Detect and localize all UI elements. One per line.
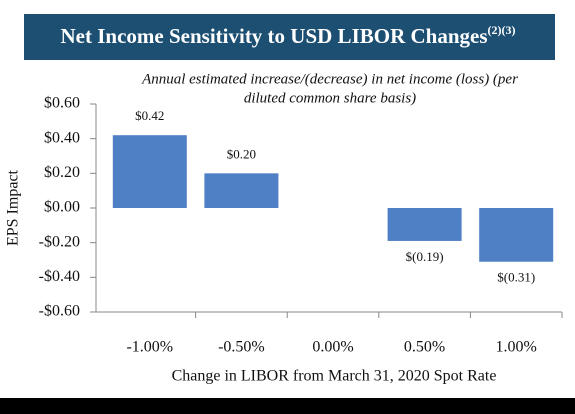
subtitle: Annual estimated increase/(decrease) in … <box>141 71 518 87</box>
title-note: (2)(3) <box>488 23 516 37</box>
x-tick-label: -0.50% <box>218 339 265 356</box>
x-tick-label: -1.00% <box>126 339 173 356</box>
y-axis-label: EPS Impact <box>5 169 22 246</box>
y-tick-label: $0.60 <box>44 95 80 112</box>
bottom-strip <box>0 398 575 414</box>
subtitle: diluted common share basis) <box>244 90 416 106</box>
y-tick-label: $0.40 <box>44 129 80 146</box>
value-label: $0.20 <box>227 146 256 161</box>
bar <box>387 208 462 241</box>
y-tick-label: -$0.40 <box>39 268 80 285</box>
y-tick-label: -$0.20 <box>39 233 80 250</box>
value-label: $(0.31) <box>497 270 535 285</box>
x-tick-label: 0.00% <box>312 339 353 356</box>
title-text: Net Income Sensitivity to USD LIBOR Chan… <box>61 24 488 48</box>
x-tick-label: 1.00% <box>496 339 537 356</box>
value-label: $(0.19) <box>406 249 444 264</box>
title-banner <box>24 14 555 60</box>
x-axis-label: Change in LIBOR from March 31, 2020 Spot… <box>172 368 497 385</box>
y-tick-label: $0.00 <box>44 199 80 216</box>
value-label: $0.42 <box>135 108 164 123</box>
y-tick-label: $0.20 <box>44 164 80 181</box>
y-tick-label: -$0.60 <box>39 303 80 320</box>
bar <box>479 208 554 262</box>
bar <box>204 173 279 208</box>
chart-title: Net Income Sensitivity to USD LIBOR Chan… <box>61 23 516 48</box>
x-tick-label: 0.50% <box>404 339 445 356</box>
bar <box>112 135 187 208</box>
